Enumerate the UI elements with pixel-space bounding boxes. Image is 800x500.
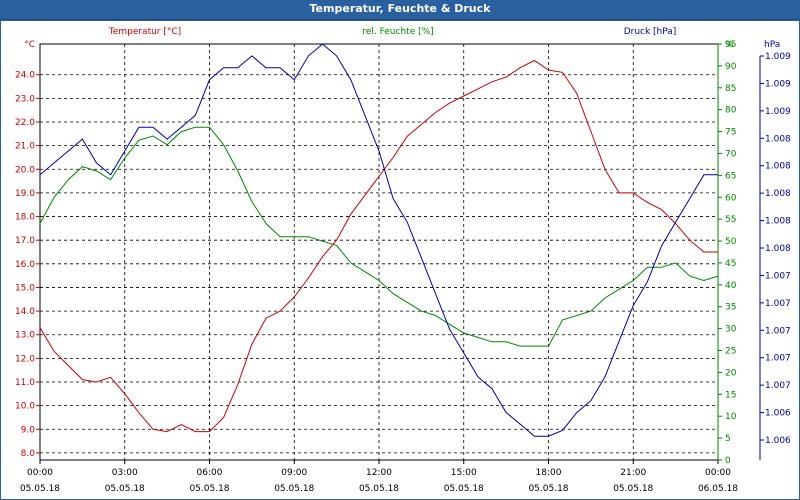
humidity-tick-label: 15 xyxy=(725,390,736,400)
temperature-tick-label: 16.0 xyxy=(15,260,35,270)
humidity-tick-label: 5 xyxy=(725,434,731,444)
humidity-tick-label: 30 xyxy=(725,325,737,335)
temperature-tick-label: 14.0 xyxy=(15,307,35,317)
temperature-tick-label: 10.0 xyxy=(15,402,35,412)
temperature-tick-label: 11.0 xyxy=(15,378,35,388)
temperature-axis-title: Temperatur [°C] xyxy=(108,27,181,37)
humidity-tick-label: 50 xyxy=(725,237,737,247)
x-tick-date: 05.05.18 xyxy=(189,484,229,494)
temperature-tick-label: 18.0 xyxy=(15,213,35,223)
temperature-tick-label: 13.0 xyxy=(15,331,35,341)
x-tick-date: 05.05.18 xyxy=(528,484,568,494)
temperature-tick-label: 17.0 xyxy=(15,236,35,246)
humidity-tick-label: 25 xyxy=(725,347,736,357)
pressure-tick-label: 1.009 xyxy=(765,52,791,62)
temperature-tick-label: 8.0 xyxy=(21,449,36,459)
temperature-tick-label: 12.0 xyxy=(15,354,35,364)
humidity-tick-label: 60 xyxy=(725,193,737,203)
temperature-tick-label: 22.0 xyxy=(15,118,35,128)
x-tick-date: 05.05.18 xyxy=(274,484,314,494)
humidity-tick-label: 20 xyxy=(725,368,737,378)
temperature-tick-label: 20.0 xyxy=(15,165,35,175)
x-tick-time: 06:00 xyxy=(197,468,223,478)
pressure-tick-label: 1.007 xyxy=(765,271,791,281)
humidity-series-line xyxy=(39,126,719,347)
pressure-tick-label: 1.008 xyxy=(765,162,791,172)
humidity-tick-label: 90 xyxy=(725,62,737,72)
x-tick-time: 12:00 xyxy=(366,468,392,478)
pressure-tick-label: 1.008 xyxy=(765,134,791,144)
x-tick-date: 05.05.18 xyxy=(613,484,653,494)
temperature-tick-label: 24.0 xyxy=(15,71,35,81)
humidity-tick-label: 40 xyxy=(725,281,737,291)
humidity-tick-label: 65 xyxy=(725,171,736,181)
x-tick-time: 00:00 xyxy=(27,468,53,478)
humidity-tick-label: 35 xyxy=(725,303,736,313)
axis-labels: 00:00 05.05.18 03:00 05.05.18 06:00 05.05.18 0… xyxy=(15,27,791,494)
humidity-tick-label: 0 xyxy=(725,456,731,466)
x-tick-time: 18:00 xyxy=(536,468,562,478)
grid xyxy=(36,43,764,464)
pressure-tick-label: 1.007 xyxy=(765,354,791,364)
pressure-tick-label: 1.008 xyxy=(765,189,791,199)
humidity-tick-label: 95 xyxy=(725,40,736,50)
pressure-tick-label: 1.009 xyxy=(765,107,791,117)
x-tick-date: 05.05.18 xyxy=(105,484,145,494)
humidity-tick-label: 85 xyxy=(725,84,736,94)
pressure-series-line xyxy=(39,43,718,437)
humidity-tick-label: 75 xyxy=(725,128,736,138)
x-tick-date: 05.05.18 xyxy=(359,484,399,494)
pressure-tick-label: 1.008 xyxy=(765,244,791,254)
x-tick-time: 00:00 xyxy=(705,468,731,478)
x-tick-time: 09:00 xyxy=(281,468,307,478)
plot-area xyxy=(39,43,719,437)
humidity-tick-label: 80 xyxy=(725,106,737,116)
x-tick-date: 05.05.18 xyxy=(20,484,60,494)
pressure-tick-label: 1.006 xyxy=(765,409,791,419)
x-tick-time: 21:00 xyxy=(620,468,646,478)
humidity-tick-label: 55 xyxy=(725,215,736,225)
humidity-tick-label: 45 xyxy=(725,259,736,269)
window-title: Temperatur, Feuchte & Druck xyxy=(0,0,800,20)
x-tick-time: 15:00 xyxy=(451,468,477,478)
temperature-tick-label: 23.0 xyxy=(15,94,35,104)
humidity-unit: % xyxy=(725,40,734,50)
pressure-unit: hPa xyxy=(764,40,780,50)
pressure-tick-label: 1.007 xyxy=(765,381,791,391)
temperature-tick-label: 15.0 xyxy=(15,283,35,293)
pressure-tick-label: 1.006 xyxy=(765,436,791,446)
x-tick-date: 06.05.18 xyxy=(698,484,738,494)
temperature-series-line xyxy=(39,59,718,433)
pressure-tick-label: 1.007 xyxy=(765,326,791,336)
pressure-tick-label: 1.009 xyxy=(765,79,791,89)
pressure-tick-label: 1.008 xyxy=(765,217,791,227)
humidity-tick-label: 10 xyxy=(725,412,737,422)
temperature-tick-label: 19.0 xyxy=(15,189,35,199)
temperature-tick-label: 9.0 xyxy=(21,425,36,435)
temperature-unit: °C xyxy=(24,40,35,50)
x-tick-time: 03:00 xyxy=(112,468,138,478)
pressure-tick-label: 1.007 xyxy=(765,299,791,309)
temperature-tick-label: 21.0 xyxy=(15,142,35,152)
x-tick-date: 05.05.18 xyxy=(444,484,484,494)
humidity-tick-label: 70 xyxy=(725,149,737,159)
humidity-axis-title: rel. Feuchte [%] xyxy=(362,27,433,37)
pressure-axis-title: Druck [hPa] xyxy=(624,27,677,37)
